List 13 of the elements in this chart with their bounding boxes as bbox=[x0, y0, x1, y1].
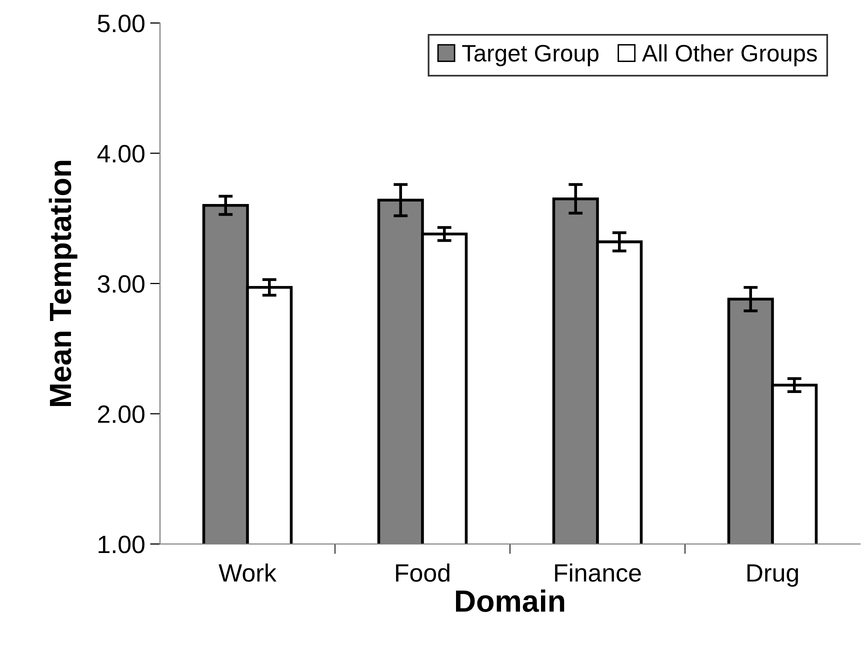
y-tick-label: 5.00 bbox=[98, 14, 144, 32]
y-tick-label: 4.00 bbox=[97, 144, 144, 163]
legend-label: All Other Groups bbox=[642, 44, 817, 66]
x-tick-label: Finance bbox=[555, 563, 641, 582]
x-tick-label: Food bbox=[396, 563, 450, 582]
y-tick-label: 3.00 bbox=[98, 275, 144, 293]
x-tick-label: Work bbox=[218, 563, 276, 582]
y-tick-label: 2.00 bbox=[98, 405, 144, 424]
legend-label: Target Group bbox=[462, 44, 598, 66]
x-axis-title: Domain bbox=[456, 590, 564, 612]
y-axis-title: Mean Temptation bbox=[48, 160, 78, 406]
x-tick-label: Drug bbox=[747, 564, 798, 587]
y-tick-label: 1.00 bbox=[98, 536, 144, 554]
